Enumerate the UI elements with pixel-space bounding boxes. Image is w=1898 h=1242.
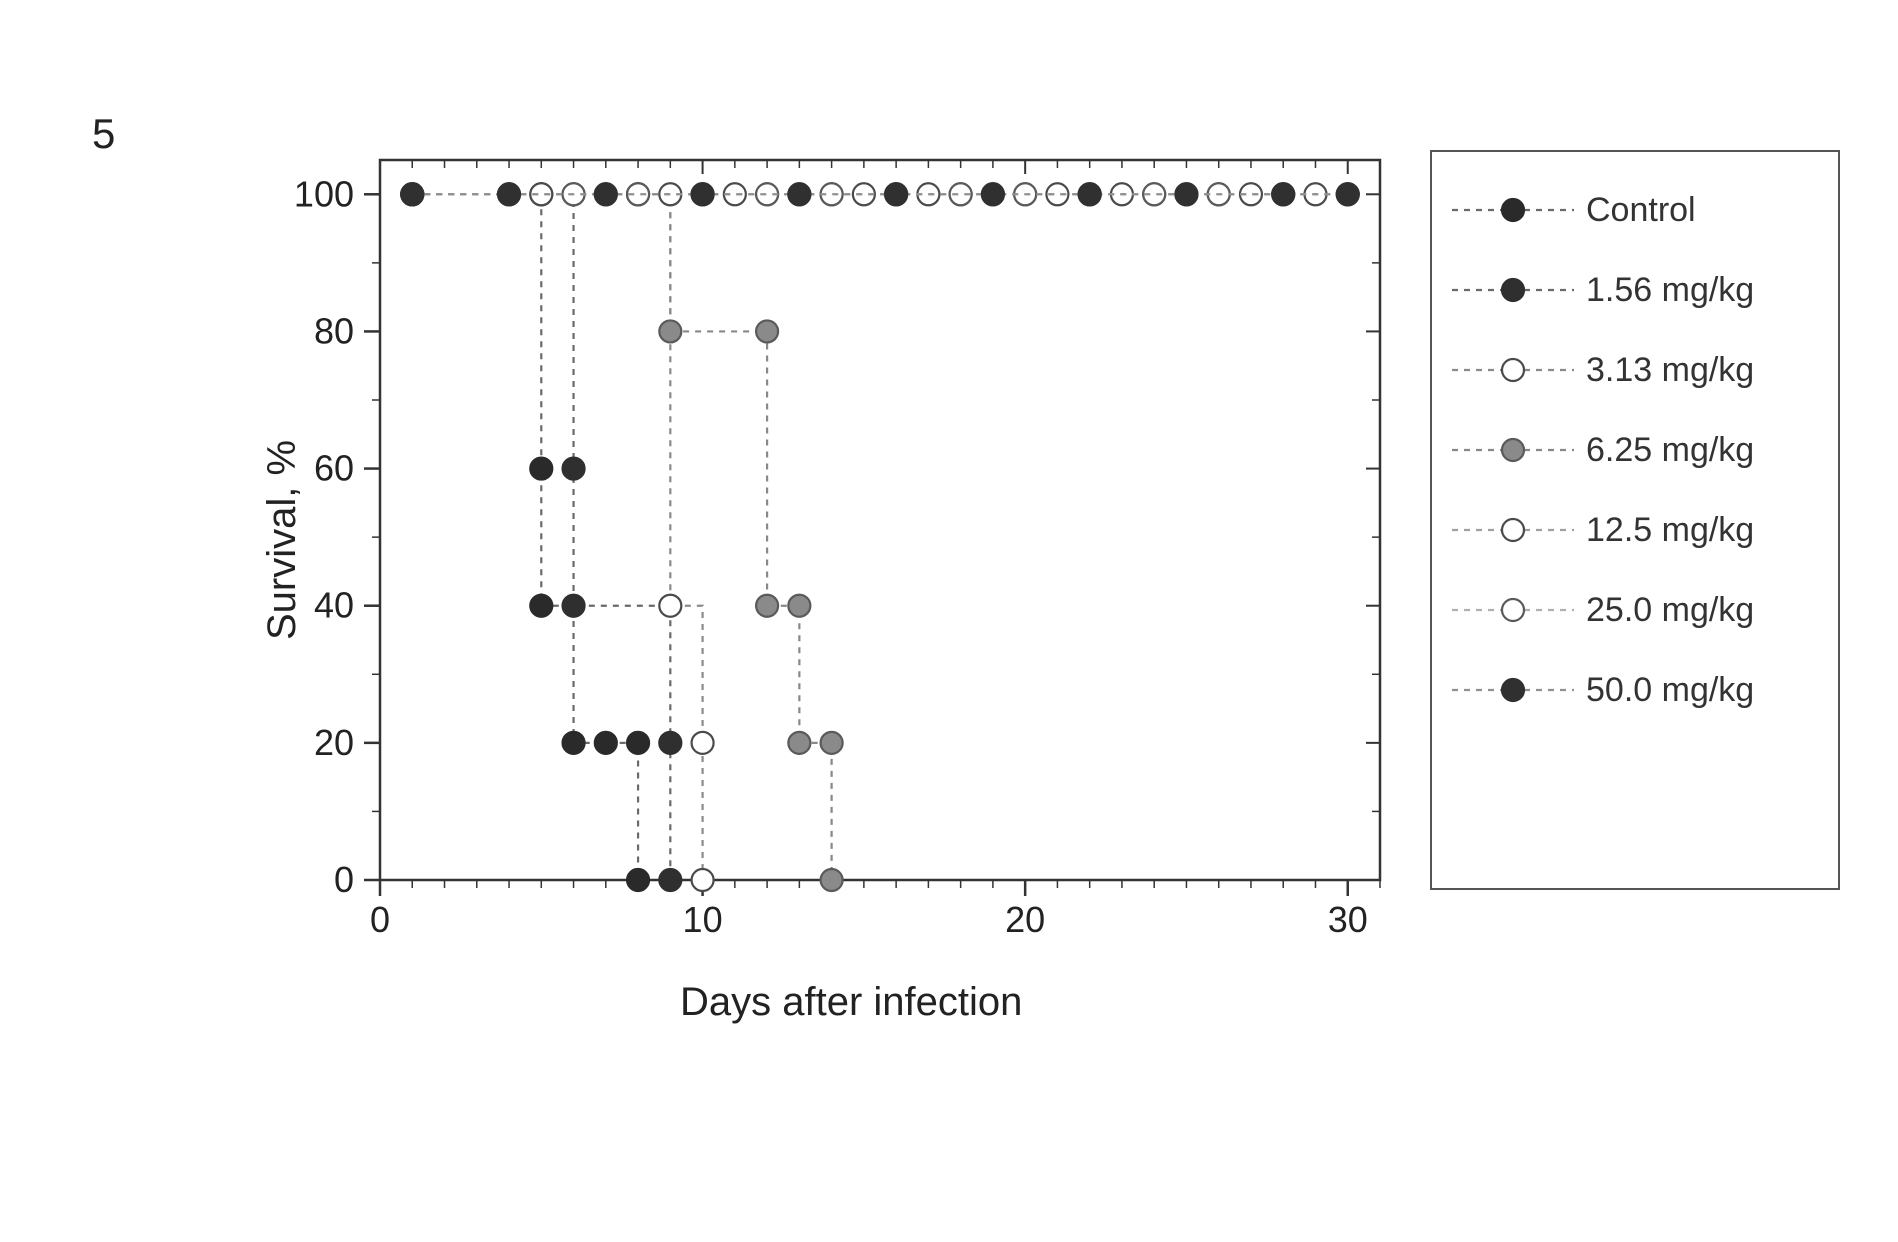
legend-row: Control — [1448, 170, 1822, 250]
svg-text:60: 60 — [314, 448, 354, 489]
svg-text:10: 10 — [683, 899, 723, 940]
legend-row: 25.0 mg/kg — [1448, 570, 1822, 650]
survival-chart: 0 10 20 30 0 20 40 60 80 100 — [0, 0, 1420, 1065]
legend-row: 12.5 mg/kg — [1448, 490, 1822, 570]
legend-row: 1.56 mg/kg — [1448, 250, 1822, 330]
legend-swatch — [1448, 670, 1578, 710]
page: 5 0102030020406080100 Survival, % Days a… — [0, 0, 1898, 1242]
legend-row: 50.0 mg/kg — [1448, 650, 1822, 730]
legend-swatch — [1448, 430, 1578, 470]
legend-swatch — [1448, 350, 1578, 390]
y-axis-label: Survival, % — [260, 440, 305, 640]
legend-label: 50.0 mg/kg — [1586, 671, 1754, 710]
legend-label: 6.25 mg/kg — [1586, 431, 1754, 470]
svg-text:0: 0 — [370, 899, 390, 940]
legend-label: Control — [1586, 191, 1696, 230]
legend-swatch — [1448, 270, 1578, 310]
svg-text:40: 40 — [314, 585, 354, 626]
chart-svg: 0 10 20 30 0 20 40 60 80 100 — [0, 0, 1420, 1060]
legend: Control 1.56 mg/kg 3.13 mg/kg 6.25 mg/kg 12.… — [1430, 150, 1840, 890]
legend-swatch — [1448, 190, 1578, 230]
legend-label: 25.0 mg/kg — [1586, 591, 1754, 630]
svg-text:20: 20 — [1005, 899, 1045, 940]
svg-text:100: 100 — [294, 173, 354, 214]
legend-row: 6.25 mg/kg — [1448, 410, 1822, 490]
legend-row: 3.13 mg/kg — [1448, 330, 1822, 410]
legend-label: 1.56 mg/kg — [1586, 271, 1754, 310]
svg-text:0: 0 — [334, 859, 354, 900]
legend-swatch — [1448, 510, 1578, 550]
svg-text:20: 20 — [314, 722, 354, 763]
legend-label: 12.5 mg/kg — [1586, 511, 1754, 550]
x-axis-label: Days after infection — [680, 980, 1022, 1025]
svg-text:30: 30 — [1328, 899, 1368, 940]
legend-swatch — [1448, 590, 1578, 630]
svg-text:80: 80 — [314, 310, 354, 351]
legend-label: 3.13 mg/kg — [1586, 351, 1754, 390]
